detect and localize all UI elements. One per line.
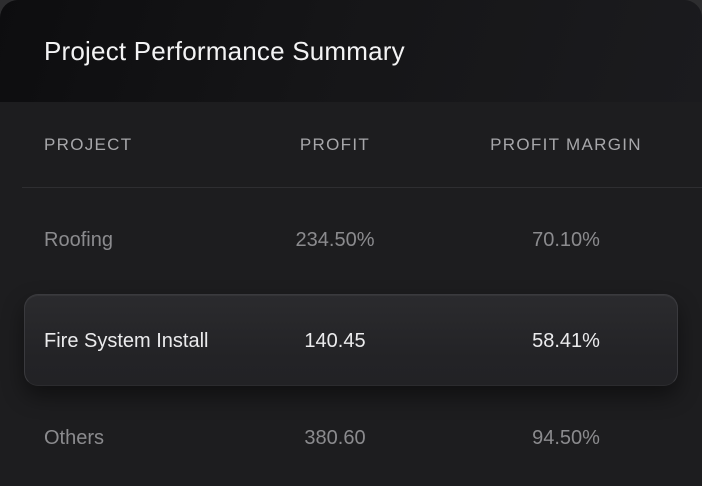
profit-cell: 234.50% (295, 228, 375, 251)
performance-table: PROJECT PROFIT PROFIT MARGIN Roofing 234… (0, 102, 702, 486)
table-row-others[interactable]: Others 380.60 94.50% (0, 390, 702, 486)
column-header-project: PROJECT (44, 135, 133, 154)
column-header-profit-margin: PROFIT MARGIN (490, 135, 642, 154)
project-cell: Roofing (44, 228, 113, 251)
table-row-roofing[interactable]: Roofing 234.50% 70.10% (0, 188, 702, 292)
profit-margin-cell: 94.50% (532, 426, 600, 449)
table-header-row: PROJECT PROFIT PROFIT MARGIN (0, 102, 702, 188)
widget-title: Project Performance Summary (44, 35, 405, 66)
profit-margin-cell: 58.41% (532, 329, 600, 352)
table-row-fire-system-install[interactable]: Fire System Install 140.45 58.41% (0, 292, 702, 390)
profit-cell: 140.45 (304, 329, 366, 352)
column-header-profit: PROFIT (299, 135, 371, 154)
project-cell: Fire System Install (44, 329, 209, 352)
project-cell: Others (44, 426, 105, 449)
profit-cell: 380.60 (304, 426, 366, 449)
profit-margin-cell: 70.10% (532, 228, 600, 251)
widget-titlebar: Project Performance Summary (0, 0, 702, 102)
